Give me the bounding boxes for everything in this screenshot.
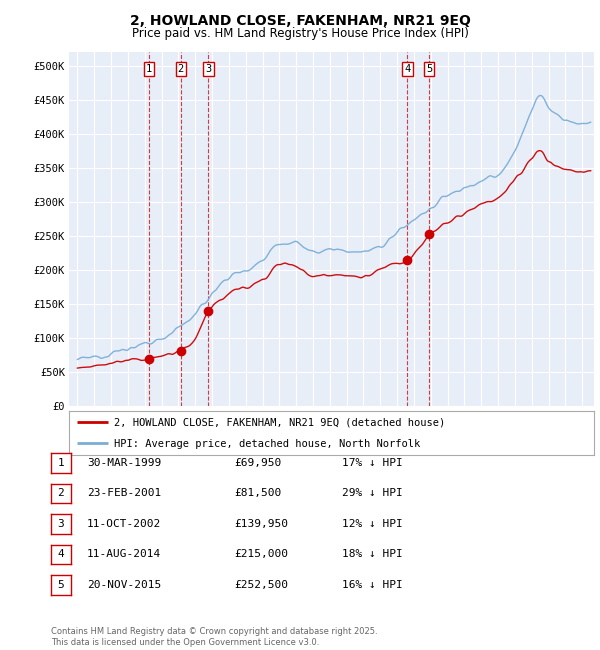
Text: 2, HOWLAND CLOSE, FAKENHAM, NR21 9EQ: 2, HOWLAND CLOSE, FAKENHAM, NR21 9EQ [130,14,470,29]
Text: 17% ↓ HPI: 17% ↓ HPI [342,458,403,468]
Text: 1: 1 [146,64,152,74]
Text: £69,950: £69,950 [234,458,281,468]
Text: 2, HOWLAND CLOSE, FAKENHAM, NR21 9EQ (detached house): 2, HOWLAND CLOSE, FAKENHAM, NR21 9EQ (de… [113,418,445,428]
Text: 18% ↓ HPI: 18% ↓ HPI [342,549,403,560]
Text: 16% ↓ HPI: 16% ↓ HPI [342,580,403,590]
Text: 12% ↓ HPI: 12% ↓ HPI [342,519,403,529]
Text: 4: 4 [404,64,410,74]
Text: £252,500: £252,500 [234,580,288,590]
Text: £81,500: £81,500 [234,488,281,499]
Text: 2: 2 [58,488,64,499]
Text: 23-FEB-2001: 23-FEB-2001 [87,488,161,499]
Text: 3: 3 [58,519,64,529]
Text: 11-AUG-2014: 11-AUG-2014 [87,549,161,560]
Text: 4: 4 [58,549,64,560]
Text: HPI: Average price, detached house, North Norfolk: HPI: Average price, detached house, Nort… [113,439,420,448]
Text: 2: 2 [178,64,184,74]
Text: Contains HM Land Registry data © Crown copyright and database right 2025.
This d: Contains HM Land Registry data © Crown c… [51,627,377,647]
Text: 20-NOV-2015: 20-NOV-2015 [87,580,161,590]
Text: £215,000: £215,000 [234,549,288,560]
Text: 1: 1 [58,458,64,468]
Text: 5: 5 [58,580,64,590]
Text: Price paid vs. HM Land Registry's House Price Index (HPI): Price paid vs. HM Land Registry's House … [131,27,469,40]
Text: 29% ↓ HPI: 29% ↓ HPI [342,488,403,499]
Text: 3: 3 [205,64,211,74]
Text: £139,950: £139,950 [234,519,288,529]
Text: 30-MAR-1999: 30-MAR-1999 [87,458,161,468]
Text: 11-OCT-2002: 11-OCT-2002 [87,519,161,529]
Text: 5: 5 [426,64,432,74]
